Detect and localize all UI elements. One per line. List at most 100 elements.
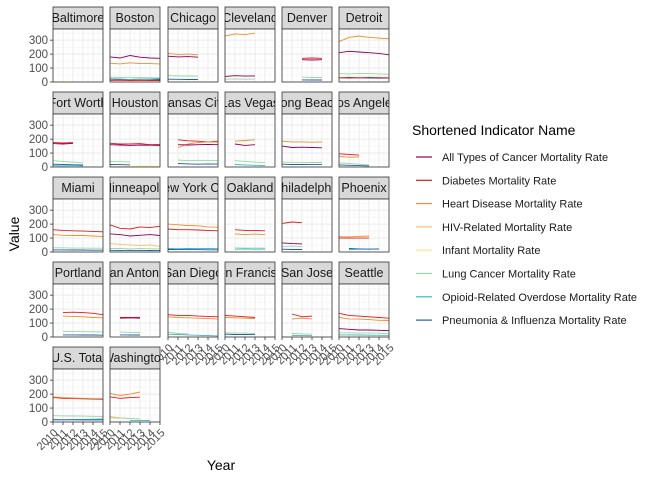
series-line: [167, 331, 189, 335]
panel-portland: Portland 0 100 200 300: [29, 261, 104, 344]
series-line: [224, 75, 256, 77]
y-tick-label: 300: [29, 205, 48, 217]
series-line: [109, 76, 161, 79]
panel-border: [224, 198, 276, 253]
panel-border: [224, 28, 276, 83]
facet-strip-label: Fort Worth: [49, 96, 108, 110]
facet-strip-label: San Antonio: [101, 266, 168, 280]
panel-phoenix: Phoenix: [338, 176, 390, 253]
panel-border: [52, 283, 104, 338]
panel-border: [338, 283, 390, 338]
panel-san-antonio: San Antonio: [101, 261, 168, 338]
series-line: [291, 333, 313, 335]
series-line: [109, 417, 141, 420]
panel-border: [281, 198, 333, 253]
legend-item: Pneumonia & Influenza Mortality Rate: [416, 315, 627, 327]
legend-item: Opioid-Related Overdose Mortality Rate: [416, 292, 637, 304]
panel-border: [338, 113, 390, 168]
series-line: [338, 156, 360, 158]
facet-strip-label: Baltimore: [52, 11, 105, 25]
legend-title: Shortened Indicator Name: [412, 122, 576, 138]
y-tick-label: 300: [29, 290, 48, 302]
y-tick-label: 300: [29, 35, 48, 47]
panel-boston: Boston: [109, 6, 161, 83]
panel-border: [52, 28, 104, 83]
panel-border: [167, 28, 219, 83]
facet-strip-label: New York City: [154, 181, 233, 195]
series-line: [234, 143, 256, 146]
panel-border: [52, 368, 104, 423]
legend-label: Infant Mortality Rate: [442, 245, 540, 257]
facet-strip-label: Seattle: [345, 266, 384, 280]
legend-item: Heart Disease Mortality Rate: [416, 199, 583, 211]
y-tick-label: 300: [29, 375, 48, 387]
series-line: [338, 312, 390, 319]
series-line: [234, 233, 266, 236]
series-line: [109, 160, 131, 163]
legend-items: All Types of Cancer Mortality Rate Diabet…: [416, 152, 637, 327]
facet-strip-label: Chicago: [170, 11, 216, 25]
series-line: [109, 142, 161, 146]
series-line: [177, 159, 219, 162]
panel-los-angeles: Los Angeles: [338, 91, 390, 168]
series-line: [338, 328, 390, 332]
facet-strip-label: Boston: [116, 11, 155, 25]
panel-minneapolis: Minneapolis: [109, 176, 161, 253]
facet-strip-label: Miami: [61, 181, 94, 195]
panel-border: [338, 198, 390, 253]
facet-strip-label: Detroit: [346, 11, 383, 25]
y-tick-label: 0: [42, 162, 48, 174]
legend-item: Lung Cancer Mortality Rate: [416, 269, 576, 281]
facet-strip-label: Long Beach: [274, 96, 341, 110]
series-line: [339, 332, 390, 334]
series-line: [52, 234, 104, 237]
facet-strip-label: San Francisco: [210, 266, 290, 280]
y-axis-title: Value: [6, 216, 22, 251]
panel-houston: Houston: [109, 91, 161, 168]
facet-strip-label: Las Vegas: [221, 96, 279, 110]
panel-las-vegas: Las Vegas: [221, 91, 279, 168]
y-tick-label: 0: [42, 417, 48, 429]
y-tick-label: 200: [29, 49, 48, 61]
series-line: [109, 396, 141, 399]
x-axis-title: Year: [207, 457, 236, 473]
facet-strip-label: Houston: [112, 96, 159, 110]
legend-label: HIV-Related Mortality Rate: [442, 222, 572, 234]
series-line: [338, 153, 360, 156]
series-line: [109, 391, 141, 396]
series-line: [52, 396, 104, 400]
panel-border: [52, 198, 104, 253]
y-tick-label: 100: [29, 318, 48, 330]
y-tick-label: 200: [29, 219, 48, 231]
panel-border: [109, 368, 161, 423]
panel-detroit: Detroit: [338, 6, 390, 83]
facet-strip-label: San Diego: [164, 266, 222, 280]
legend-label: Heart Disease Mortality Rate: [442, 199, 583, 211]
series-line: [338, 50, 390, 56]
panel-border: [224, 113, 276, 168]
legend-item: Diabetes Mortality Rate: [416, 175, 556, 187]
series-line: [224, 317, 256, 320]
legend: Shortened Indicator Name All Types of Ca…: [412, 122, 637, 327]
facet-strip-label: Washington: [102, 351, 168, 365]
series-line: [109, 62, 161, 65]
y-tick-label: 100: [29, 403, 48, 415]
series-line: [338, 72, 390, 75]
series-line: [177, 143, 219, 146]
y-tick-label: 0: [42, 77, 48, 89]
series-line: [52, 160, 84, 164]
series-line: [281, 245, 303, 248]
series-line: [224, 332, 256, 334]
legend-label: Opioid-Related Overdose Mortality Rate: [442, 292, 637, 304]
legend-label: Lung Cancer Mortality Rate: [442, 269, 576, 281]
panel-border: [281, 113, 333, 168]
facet-strip-label: Portland: [55, 266, 102, 280]
facet-strip-label: Oakland: [227, 181, 274, 195]
panel-border: [281, 283, 333, 338]
facet-strip-label: Philadelphia: [273, 181, 341, 195]
series-line: [52, 415, 104, 417]
panel-new-york-city: New York City: [154, 176, 233, 253]
facet-strip-label: San Jose: [281, 266, 333, 280]
series-line: [338, 235, 370, 238]
panel-long-beach: Long Beach: [274, 91, 341, 168]
